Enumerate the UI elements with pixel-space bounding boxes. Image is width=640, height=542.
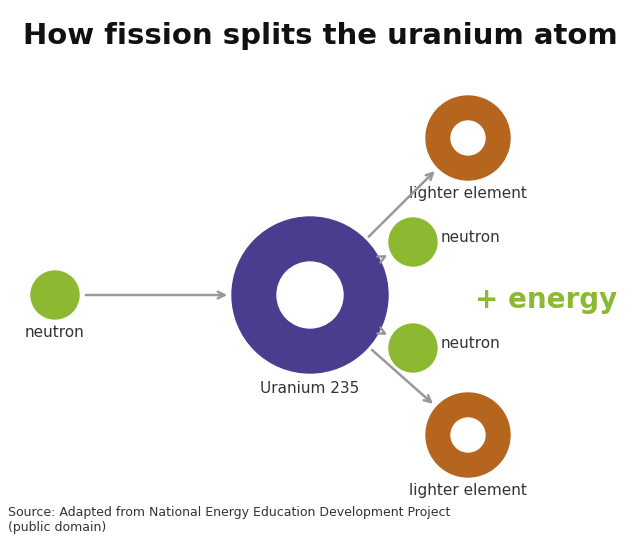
Circle shape: [277, 262, 343, 328]
Circle shape: [232, 217, 388, 373]
Circle shape: [451, 418, 485, 452]
Circle shape: [426, 96, 510, 180]
Circle shape: [389, 324, 437, 372]
Circle shape: [389, 218, 437, 266]
Text: lighter element: lighter element: [409, 186, 527, 201]
Circle shape: [451, 121, 485, 155]
Text: neutron: neutron: [441, 337, 500, 352]
Text: Uranium 235: Uranium 235: [260, 381, 360, 396]
Text: How fission splits the uranium atom: How fission splits the uranium atom: [22, 22, 618, 50]
Text: lighter element: lighter element: [409, 483, 527, 498]
Circle shape: [426, 393, 510, 477]
Text: Source: Adapted from National Energy Education Development Project
(public domai: Source: Adapted from National Energy Edu…: [8, 506, 451, 534]
Text: neutron: neutron: [441, 230, 500, 246]
Circle shape: [31, 271, 79, 319]
Text: + energy: + energy: [475, 286, 617, 314]
Text: neutron: neutron: [25, 325, 85, 340]
